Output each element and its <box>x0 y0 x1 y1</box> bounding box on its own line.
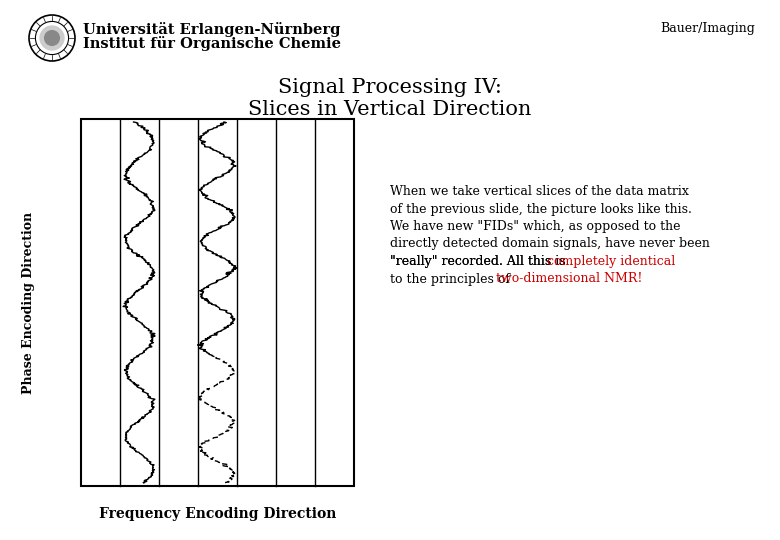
Text: "really" recorded. All this is: "really" recorded. All this is <box>390 255 569 268</box>
Text: Slices in Vertical Direction: Slices in Vertical Direction <box>248 100 532 119</box>
Circle shape <box>44 30 60 46</box>
Text: completely identical: completely identical <box>547 255 675 268</box>
Text: to the principles of: to the principles of <box>390 273 514 286</box>
Text: Frequency Encoding Direction: Frequency Encoding Direction <box>99 507 336 521</box>
Text: of the previous slide, the picture looks like this.: of the previous slide, the picture looks… <box>390 202 692 215</box>
Text: Universität Erlangen-Nürnberg: Universität Erlangen-Nürnberg <box>83 22 340 37</box>
Text: directly detected domain signals, have never been: directly detected domain signals, have n… <box>390 238 710 251</box>
Text: Phase Encoding Direction: Phase Encoding Direction <box>23 212 36 394</box>
Text: "really" recorded. All this is: "really" recorded. All this is <box>390 255 569 268</box>
Circle shape <box>39 25 65 51</box>
Bar <box>81 119 354 486</box>
Text: When we take vertical slices of the data matrix: When we take vertical slices of the data… <box>390 185 689 198</box>
Text: Bauer/Imaging: Bauer/Imaging <box>660 22 755 35</box>
Text: Signal Processing IV:: Signal Processing IV: <box>278 78 502 97</box>
Text: Institut für Organische Chemie: Institut für Organische Chemie <box>83 36 341 51</box>
Text: We have new "FIDs" which, as opposed to the: We have new "FIDs" which, as opposed to … <box>390 220 680 233</box>
Text: two-dimensional NMR!: two-dimensional NMR! <box>496 273 643 286</box>
